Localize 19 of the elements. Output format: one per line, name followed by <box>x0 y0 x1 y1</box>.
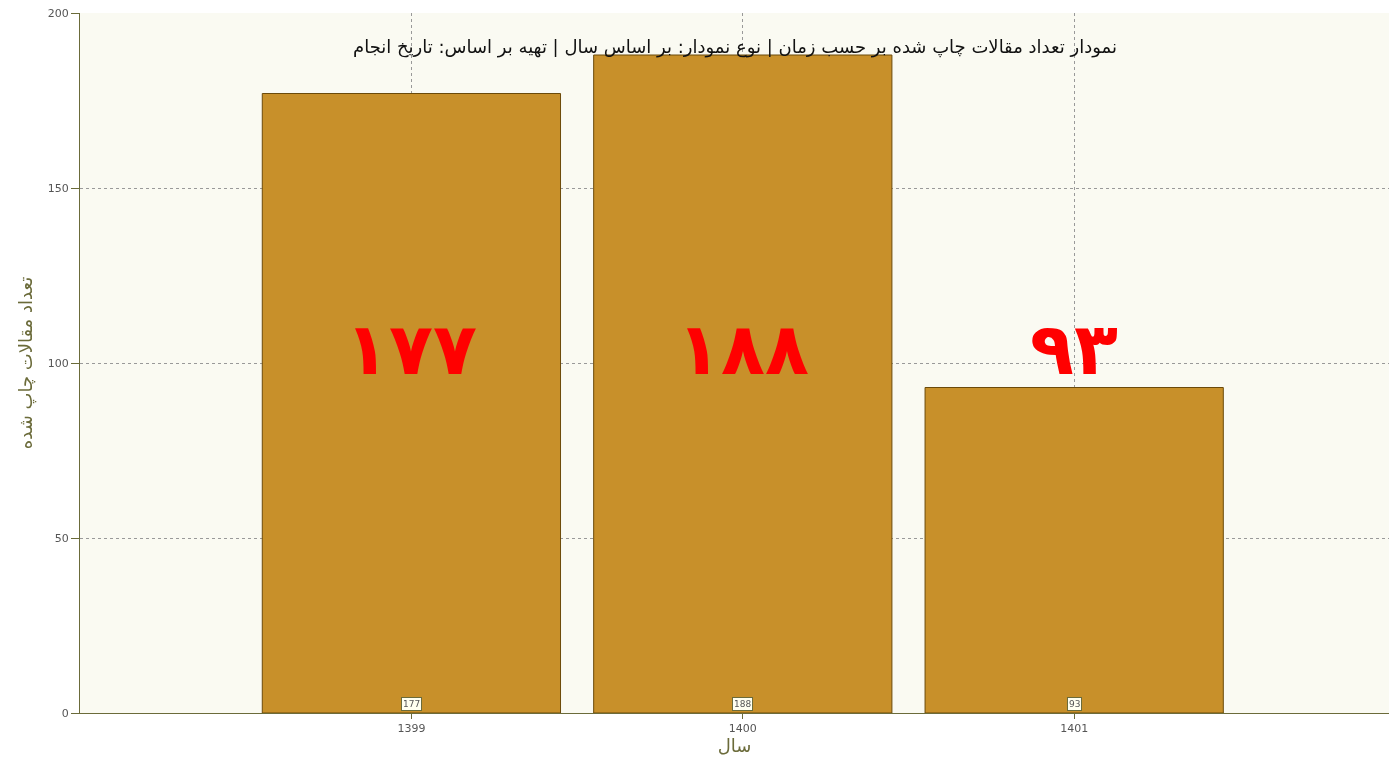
data-label: ۹۳ <box>1030 307 1118 391</box>
x-tick-label: 1399 <box>397 722 426 736</box>
y-tick-label: 50 <box>54 531 69 545</box>
y-tick-label: 100 <box>47 356 69 370</box>
data-label: ۱۸۸ <box>677 307 809 391</box>
y-tick-label: 150 <box>47 181 69 195</box>
x-tick-label: 1400 <box>728 722 757 736</box>
data-label: ۱۷۷ <box>345 307 477 391</box>
y-axis-title: تعداد مقالات چاپ شده <box>15 276 37 450</box>
bar <box>261 93 562 713</box>
bar <box>924 387 1224 713</box>
y-tick-label: 200 <box>47 6 69 20</box>
x-tick-label: 1401 <box>1060 722 1089 736</box>
x-axis-title: سال <box>717 735 752 757</box>
annotation: 93 <box>1069 699 1081 709</box>
annotation: 188 <box>734 699 752 709</box>
y-tick-label: 0 <box>61 706 69 720</box>
annotation: 177 <box>403 699 421 709</box>
text: نمودار تعداد مقالات چاپ شده بر حسب زمان | نوع نمودار: بر اساس سال | تهیه بر اساس: تاریخ انجام <box>353 36 1117 58</box>
